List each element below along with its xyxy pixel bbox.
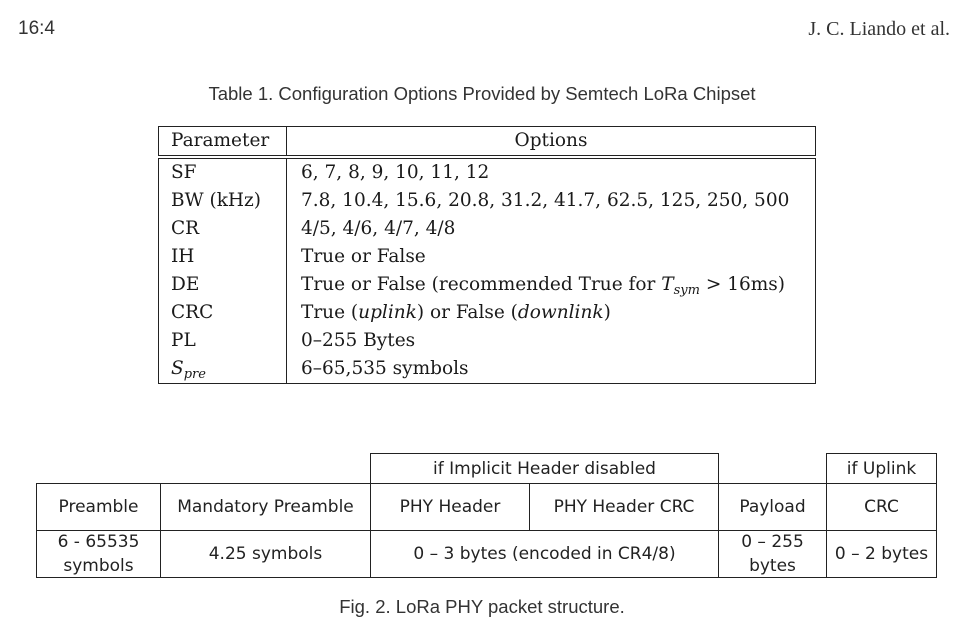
size-payload: 0 – 255 bytes xyxy=(718,530,827,578)
options-emphasis: downlink xyxy=(517,302,604,323)
param-cell: PL xyxy=(158,327,287,355)
field-crc: CRC xyxy=(826,483,937,531)
options-text: True or False (recommended True for xyxy=(301,274,662,295)
size-header: 0 – 3 bytes (encoded in CR4/8) xyxy=(370,530,719,578)
field-phy-header-crc: PHY Header CRC xyxy=(529,483,719,531)
header-parameter: Parameter xyxy=(158,126,287,156)
table-caption: Table 1. Configuration Options Provided … xyxy=(208,83,756,104)
field-phy-header: PHY Header xyxy=(370,483,530,531)
param-cell: CR xyxy=(158,215,287,243)
size-preamble-line1: 6 - 65535 xyxy=(57,532,140,552)
table-row: CRC True (uplink) or False (downlink) xyxy=(158,299,816,327)
uplink-group-label: if Uplink xyxy=(826,453,937,484)
param-cell: SF xyxy=(158,158,287,187)
options-emphasis: uplink xyxy=(358,302,417,323)
size-crc: 0 – 2 bytes xyxy=(826,530,937,578)
options-text: > 16ms) xyxy=(699,274,785,295)
page-number: 16:4 xyxy=(18,18,55,39)
options-cell: 6–65,535 symbols xyxy=(286,355,816,384)
pre-subscript: pre xyxy=(183,367,206,382)
options-text: ) or False ( xyxy=(416,302,518,323)
size-preamble: 6 - 65535 symbols xyxy=(36,530,161,578)
table-row: SF 6, 7, 8, 9, 10, 11, 12 xyxy=(158,158,816,187)
param-cell: DE xyxy=(158,271,287,299)
config-options-table: Parameter Options SF 6, 7, 8, 9, 10, 11,… xyxy=(158,126,816,384)
options-cell: True or False xyxy=(286,243,816,271)
field-mandatory-preamble: Mandatory Preamble xyxy=(160,483,371,531)
sym-subscript: sym xyxy=(673,283,700,298)
header-options: Options xyxy=(286,126,816,156)
field-preamble: Preamble xyxy=(36,483,161,531)
table-row: DE True or False (recommended True for T… xyxy=(158,271,816,299)
options-text: True ( xyxy=(301,302,359,323)
options-text: ) xyxy=(603,302,611,323)
param-cell: BW (kHz) xyxy=(158,187,287,215)
table-row: Spre 6–65,535 symbols xyxy=(158,355,816,384)
figure-caption: Fig. 2. LoRa PHY packet structure. xyxy=(339,596,625,617)
table-row: CR 4/5, 4/6, 4/7, 4/8 xyxy=(158,215,816,243)
table-row: PL 0–255 Bytes xyxy=(158,327,816,355)
size-preamble-line2: symbols xyxy=(63,556,134,576)
options-cell: True or False (recommended True for Tsym… xyxy=(286,271,816,299)
running-head-authors: J. C. Liando et al. xyxy=(808,18,950,40)
field-payload: Payload xyxy=(718,483,827,531)
options-cell: 6, 7, 8, 9, 10, 11, 12 xyxy=(286,158,816,187)
options-cell: True (uplink) or False (downlink) xyxy=(286,299,816,327)
param-cell: CRC xyxy=(158,299,287,327)
size-mandatory-preamble: 4.25 symbols xyxy=(160,530,371,578)
param-cell: Spre xyxy=(158,355,287,384)
size-payload-line2: bytes xyxy=(749,556,796,576)
options-cell: 4/5, 4/6, 4/7, 4/8 xyxy=(286,215,816,243)
table-row: BW (kHz) 7.8, 10.4, 15.6, 20.8, 31.2, 41… xyxy=(158,187,816,215)
options-cell: 7.8, 10.4, 15.6, 20.8, 31.2, 41.7, 62.5,… xyxy=(286,187,816,215)
s-symbol: S xyxy=(171,358,184,379)
param-cell: IH xyxy=(158,243,287,271)
size-payload-line1: 0 – 255 xyxy=(741,532,804,552)
options-cell: 0–255 Bytes xyxy=(286,327,816,355)
table-row: IH True or False xyxy=(158,243,816,271)
implicit-header-group-label: if Implicit Header disabled xyxy=(370,453,719,484)
t-symbol: T xyxy=(661,274,674,295)
